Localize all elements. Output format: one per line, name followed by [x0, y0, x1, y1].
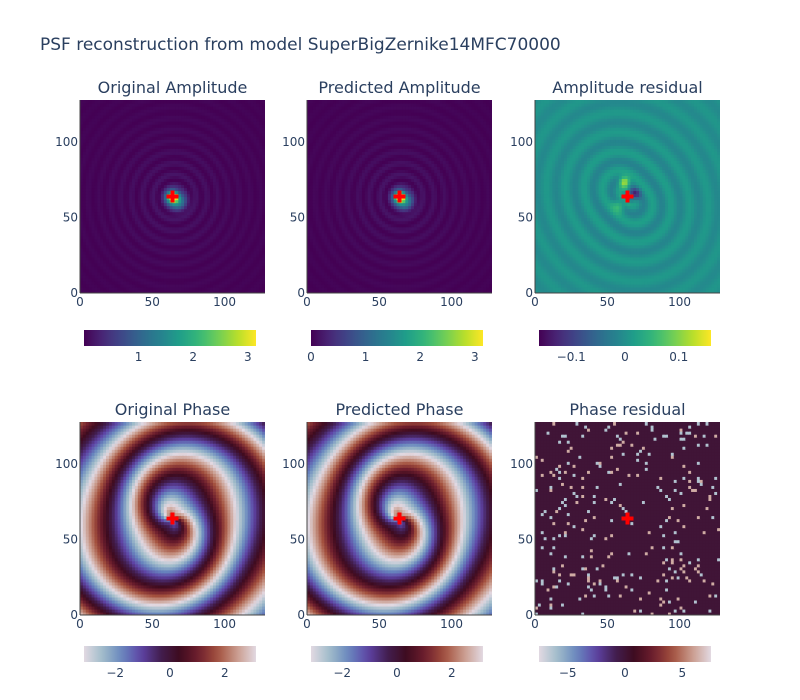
x-tick-label: 0: [531, 617, 539, 631]
center-marker: [166, 190, 179, 203]
x-tick-label: 50: [145, 295, 160, 309]
colorbar: [539, 646, 711, 662]
colorbar: [311, 646, 483, 662]
colorbar-tick-label: −2: [106, 666, 124, 680]
y-tick-label: 100: [282, 457, 305, 471]
y-tick-label: 0: [297, 608, 305, 622]
heatmap-panel-6: Phase residual 0 50 100 0 50 100 −5 0 5: [510, 400, 720, 680]
y-tick-label: 0: [525, 608, 533, 622]
colorbar-tick-label: −0.1: [557, 350, 586, 364]
center-marker: [166, 512, 179, 525]
colorbar: [84, 330, 256, 346]
colorbar-tick-label: 1: [135, 350, 143, 364]
center-marker: [393, 512, 406, 525]
y-tick-label: 0: [70, 608, 78, 622]
panel-title: Original Amplitude: [98, 78, 248, 97]
x-tick-label: 100: [213, 295, 236, 309]
y-tick-label: 50: [290, 211, 305, 225]
colorbar: [311, 330, 483, 346]
colorbar-tick-label: −5: [559, 666, 577, 680]
heatmap-panel-2: Predicted Amplitude 0 50 100 0 50 100 0 1 2 3: [282, 78, 492, 364]
heatmap-panel-1: Original Amplitude 0 50 100 0 50 100 1 2 3: [55, 78, 265, 364]
x-tick-label: 50: [600, 617, 615, 631]
colorbar-tick-label: 2: [416, 350, 424, 364]
center-marker: [621, 190, 634, 203]
y-tick-label: 0: [297, 286, 305, 300]
colorbar-tick-label: 0: [307, 350, 315, 364]
x-tick-label: 0: [76, 617, 84, 631]
heatmap-image: [535, 422, 720, 615]
y-tick-label: 50: [518, 533, 533, 547]
y-tick-label: 50: [63, 211, 78, 225]
panel-title: Predicted Phase: [336, 400, 464, 419]
figure-title: PSF reconstruction from model SuperBigZe…: [40, 35, 561, 55]
colorbar-tick-label: 0: [166, 666, 174, 680]
colorbar-tick-label: 0.1: [669, 350, 688, 364]
colorbar-tick-label: 3: [471, 350, 479, 364]
y-tick-label: 100: [510, 457, 533, 471]
colorbar-tick-label: 0: [621, 350, 629, 364]
y-tick-label: 100: [55, 135, 78, 149]
heatmap-image: [307, 422, 492, 615]
y-tick-label: 100: [510, 135, 533, 149]
x-tick-label: 50: [372, 295, 387, 309]
colorbar-tick-label: 1: [362, 350, 370, 364]
x-tick-label: 50: [600, 295, 615, 309]
x-tick-label: 50: [145, 617, 160, 631]
y-tick-label: 0: [70, 286, 78, 300]
x-tick-label: 0: [76, 295, 84, 309]
heatmap-image: [80, 100, 265, 293]
x-tick-label: 100: [213, 617, 236, 631]
y-tick-label: 0: [525, 286, 533, 300]
y-tick-label: 50: [63, 533, 78, 547]
x-tick-label: 100: [668, 617, 691, 631]
colorbar-tick-label: 2: [448, 666, 456, 680]
colorbar-tick-label: −2: [333, 666, 351, 680]
x-tick-label: 100: [668, 295, 691, 309]
y-tick-label: 50: [290, 533, 305, 547]
center-marker: [393, 190, 406, 203]
x-tick-label: 0: [303, 295, 311, 309]
colorbar: [539, 330, 711, 346]
y-tick-label: 50: [518, 211, 533, 225]
panel-title: Phase residual: [569, 400, 685, 419]
x-tick-label: 100: [440, 617, 463, 631]
x-tick-label: 100: [440, 295, 463, 309]
heatmap-image: [307, 100, 492, 293]
y-tick-label: 100: [55, 457, 78, 471]
x-tick-label: 50: [372, 617, 387, 631]
colorbar-tick-label: 2: [189, 350, 197, 364]
heatmap-panel-5: Predicted Phase 0 50 100 0 50 100 −2 0 2: [282, 400, 492, 680]
colorbar-tick-label: 5: [679, 666, 687, 680]
y-tick-label: 100: [282, 135, 305, 149]
x-tick-label: 0: [531, 295, 539, 309]
colorbar: [84, 646, 256, 662]
panel-title: Amplitude residual: [552, 78, 702, 97]
heatmap-panel-3: Amplitude residual 0 50 100 0 50 100 −0.1 0 0.1: [510, 78, 720, 364]
panel-title: Predicted Amplitude: [318, 78, 480, 97]
center-marker: [621, 512, 634, 525]
panel-title: Original Phase: [115, 400, 230, 419]
heatmap-image: [535, 100, 720, 293]
heatmap-panel-4: Original Phase 0 50 100 0 50 100 −2 0 2: [55, 400, 265, 680]
colorbar-tick-label: 3: [244, 350, 252, 364]
colorbar-tick-label: 2: [221, 666, 229, 680]
x-tick-label: 0: [303, 617, 311, 631]
colorbar-tick-label: 0: [393, 666, 401, 680]
colorbar-tick-label: 0: [621, 666, 629, 680]
